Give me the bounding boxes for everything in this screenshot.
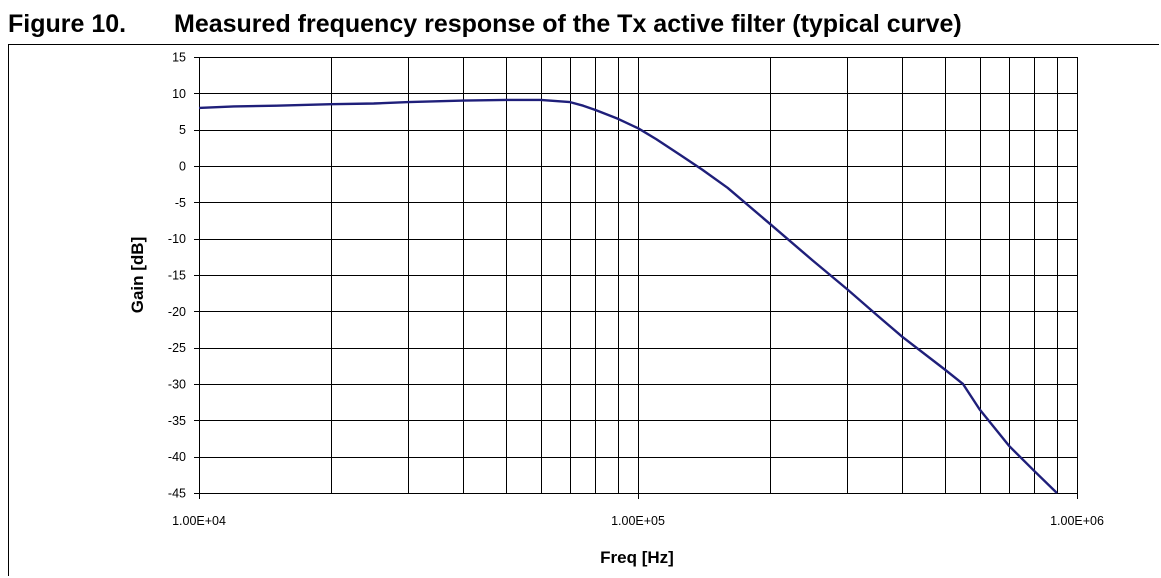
figure-title: Measured frequency response of the Tx ac… xyxy=(174,10,962,38)
y-tick-label: -10 xyxy=(168,232,186,246)
y-tick-label: -20 xyxy=(168,305,186,319)
y-tick-label: -25 xyxy=(168,341,186,355)
y-tick-label: -15 xyxy=(168,269,186,283)
y-tick-label: 10 xyxy=(172,87,186,101)
y-tick-labels: 15 10 5 0 -5 -10 -15 -20 -25 -30 -35 -40 -45 xyxy=(168,51,186,501)
y-tick-label: -35 xyxy=(168,414,186,428)
y-tick-label: 0 xyxy=(179,160,186,174)
x-tick-labels: 1.00E+04 1.00E+05 1.00E+06 xyxy=(172,514,1104,528)
x-axis-title: Freq [Hz] xyxy=(600,548,674,567)
y-tick-label: -45 xyxy=(168,487,186,501)
y-tick-label: 15 xyxy=(172,51,186,65)
x-tick-label: 1.00E+05 xyxy=(611,514,665,528)
x-tick-label: 1.00E+06 xyxy=(1050,514,1104,528)
y-tick-label: -30 xyxy=(168,378,186,392)
figure-caption: Figure 10. Measured frequency response of… xyxy=(8,9,962,39)
y-tick-label: -40 xyxy=(168,450,186,464)
x-tick-label: 1.00E+04 xyxy=(172,514,226,528)
y-tick-label: 5 xyxy=(179,123,186,137)
y-axis-title: Gain [dB] xyxy=(128,237,147,314)
figure-number: Figure 10. xyxy=(8,10,127,38)
grid xyxy=(194,57,1078,499)
gain-curve xyxy=(198,98,1058,494)
y-tick-label: -5 xyxy=(175,196,186,210)
chart-frame xyxy=(8,44,1159,576)
